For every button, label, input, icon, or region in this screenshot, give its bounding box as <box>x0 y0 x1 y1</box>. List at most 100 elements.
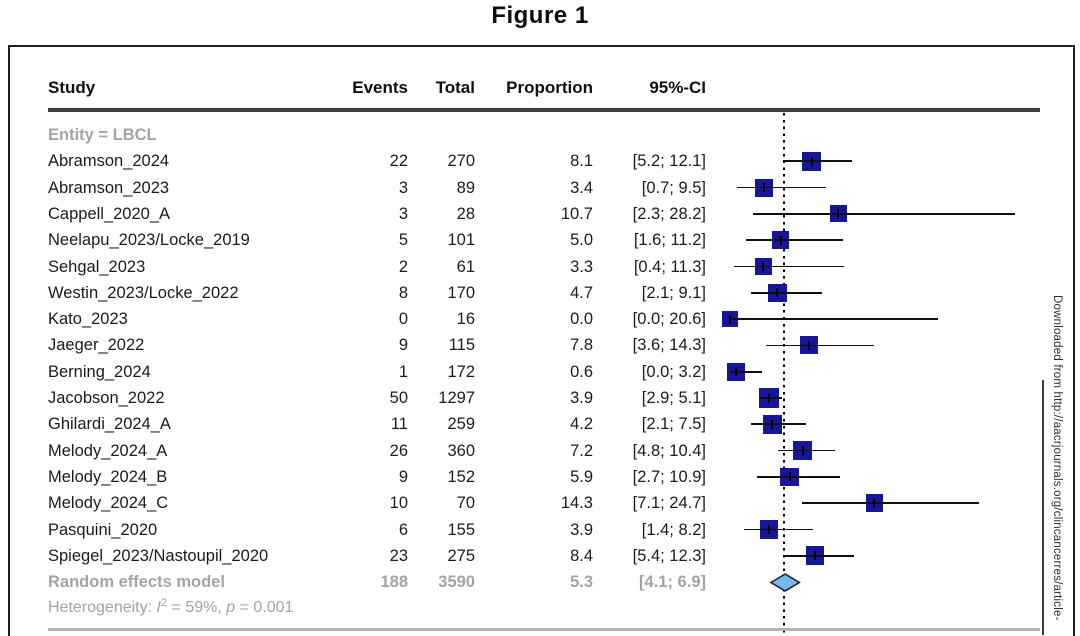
ci-line <box>734 265 845 268</box>
p-value: = 0.001 <box>235 599 294 617</box>
ci-line <box>766 344 875 347</box>
center-tick <box>771 419 774 429</box>
study-label: Neelapu_2023/Locke_2019 <box>48 231 250 250</box>
column-header-row: Study Events Total Proportion 95%-CI <box>10 76 1072 100</box>
center-tick <box>813 551 816 561</box>
study-label: Melody_2024_C <box>48 494 169 513</box>
proportion-value: 7.2 <box>570 441 593 460</box>
ci-value: [0.4; 11.3] <box>633 257 706 276</box>
ci-line <box>737 186 826 189</box>
proportion-value: 0.6 <box>570 362 593 381</box>
proportion-value: 8.4 <box>570 546 593 565</box>
study-row: Cappell_2020_A 3 28 10.7 [2.3; 28.2] <box>10 201 1072 227</box>
study-label: Jacobson_2022 <box>48 389 165 407</box>
study-label: Spiegel_2023/Nastoupil_2020 <box>48 546 269 565</box>
plot-layer <box>10 47 1072 635</box>
total-value: 155 <box>447 520 475 539</box>
ci-value: [1.4; 8.2] <box>641 520 706 539</box>
events-value: 10 <box>389 494 408 513</box>
ci-line <box>757 476 841 478</box>
study-row: Neelapu_2023/Locke_2019 5 101 5.0 [1.6; … <box>10 227 1072 253</box>
events-value: 22 <box>389 152 408 171</box>
ci-line <box>759 397 782 399</box>
center-tick <box>768 525 771 534</box>
center-tick <box>729 314 731 324</box>
total-value: 3590 <box>438 573 475 592</box>
center-tick <box>873 498 876 508</box>
p-symbol: p <box>226 599 236 617</box>
events-value: 50 <box>389 389 408 407</box>
proportion-value: 5.9 <box>570 467 593 486</box>
total-value: 170 <box>447 283 475 302</box>
events-value: 11 <box>390 415 408 434</box>
ci-value: [0.7; 9.5] <box>641 178 706 197</box>
ci-value: [3.6; 14.3] <box>632 336 706 355</box>
center-tick <box>788 472 791 482</box>
events-value: 9 <box>398 336 408 355</box>
ci-value: [0.0; 3.2] <box>641 362 706 381</box>
column-header-total: Total <box>435 78 475 97</box>
proportion-value: 5.3 <box>570 573 593 592</box>
center-tick <box>763 183 766 193</box>
entity-group-row: Entity = LBCL <box>10 122 1072 148</box>
center-tick <box>762 262 765 271</box>
ci-value: [2.1; 9.1] <box>641 283 706 302</box>
study-row: Berning_2024 1 172 0.6 [0.0; 3.2] <box>10 359 1072 385</box>
study-row: Sehgal_2023 2 61 3.3 [0.4; 11.3] <box>10 254 1072 280</box>
summary-diamond <box>769 572 802 592</box>
i-squared-superscript: 2 <box>160 597 168 610</box>
summary-row: Random effects model 188 3590 5.3 [4.1; … <box>10 569 1072 595</box>
proportion-value: 7.8 <box>570 336 593 355</box>
ci-value: [5.2; 12.1] <box>632 152 706 171</box>
proportion-value: 10.7 <box>560 204 593 223</box>
events-value: 23 <box>389 546 408 565</box>
header-rule <box>48 108 1040 112</box>
ci-value: [2.3; 28.2] <box>632 204 706 223</box>
total-value: 172 <box>447 362 475 381</box>
study-row: Kato_2023 0 16 0.0 [0.0; 20.6] <box>10 306 1072 332</box>
center-tick <box>801 446 804 456</box>
ci-line <box>801 502 980 505</box>
figure-title: Figure 1 <box>491 2 589 29</box>
study-row: Pasquini_2020 6 155 3.9 [1.4; 8.2] <box>10 517 1072 543</box>
total-value: 70 <box>456 494 475 513</box>
proportion-value: 14.3 <box>560 494 593 513</box>
center-tick <box>810 156 813 166</box>
ci-value: [2.1; 7.5] <box>641 415 706 434</box>
center-tick <box>837 209 840 219</box>
events-value: 0 <box>398 310 408 329</box>
center-tick <box>776 288 779 298</box>
events-value: 1 <box>398 362 408 381</box>
ci-line <box>782 160 853 163</box>
total-value: 89 <box>456 178 475 197</box>
total-value: 152 <box>447 467 475 486</box>
i-squared-value: = 59%, <box>167 599 227 617</box>
ci-value: [1.6; 11.2] <box>633 231 706 250</box>
total-value: 16 <box>456 310 475 329</box>
download-watermark: Downloaded from http://aacrjournals.org/… <box>1051 295 1063 621</box>
study-label: Melody_2024_B <box>48 467 168 486</box>
events-value: 2 <box>398 257 408 276</box>
proportion-value: 0.0 <box>570 310 593 329</box>
study-label: Cappell_2020_A <box>48 204 171 223</box>
study-label: Random effects model <box>48 573 225 592</box>
study-row: Jaeger_2022 9 115 7.8 [3.6; 14.3] <box>10 332 1072 358</box>
total-value: 1297 <box>438 389 475 407</box>
heterogeneity-label: Heterogeneity: <box>48 599 157 617</box>
ci-line <box>744 528 813 531</box>
study-row: Spiegel_2023/Nastoupil_2020 23 275 8.4 [… <box>10 543 1072 569</box>
ci-line <box>753 213 1015 215</box>
ci-value: [2.7; 10.9] <box>632 467 706 486</box>
ci-line <box>751 423 806 426</box>
study-row: Westin_2023/Locke_2022 8 170 4.7 [2.1; 9… <box>10 280 1072 306</box>
events-value: 188 <box>380 573 408 592</box>
study-row: Melody_2024_B 9 152 5.9 [2.7; 10.9] <box>10 464 1072 490</box>
ci-value: [4.8; 10.4] <box>632 441 706 460</box>
center-tick <box>735 367 738 377</box>
total-value: 259 <box>447 415 475 434</box>
study-row: Abramson_2024 22 270 8.1 [5.2; 12.1] <box>10 148 1072 174</box>
study-label: Ghilardi_2024_A <box>48 415 171 434</box>
center-tick <box>768 393 771 403</box>
page-margin-line <box>1042 380 1044 635</box>
